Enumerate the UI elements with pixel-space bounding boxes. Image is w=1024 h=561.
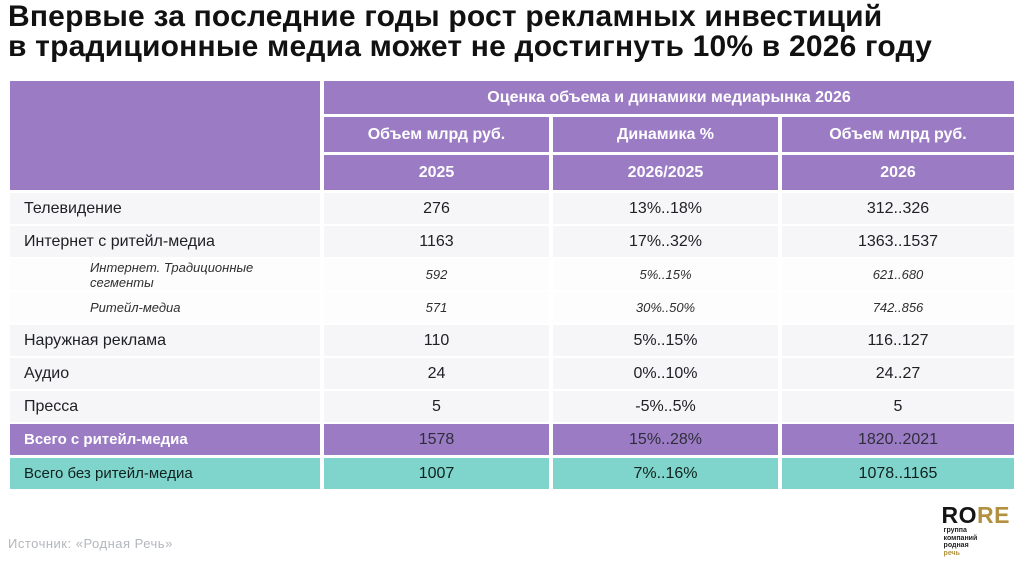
cell-dynamics: -5%..5% (553, 391, 778, 422)
row-label: Наружная реклама (10, 325, 320, 356)
logo-subtext-line: родная (943, 542, 969, 549)
cell-dynamics: 7%..16% (553, 458, 778, 489)
logo-word-gold: RE (977, 502, 1010, 528)
cell-volume-2026: 1363..1537 (782, 226, 1014, 257)
table-row: Всего с ритейл-медиа 1578 15%..28% 1820.… (10, 424, 1014, 455)
logo-wordmark: RORE (941, 502, 1010, 528)
table-row: Телевидение 276 13%..18% 312..326 (10, 193, 1014, 224)
row-label: Всего с ритейл-медиа (10, 424, 320, 455)
cell-dynamics: 5%..15% (553, 259, 778, 290)
cell-volume-2026: 24..27 (782, 358, 1014, 389)
table-row: Всего без ритейл-медиа 1007 7%..16% 1078… (10, 458, 1014, 489)
table-row: Аудио 24 0%..10% 24..27 (10, 358, 1014, 389)
col-header-volume-2026: Объем млрд руб. (782, 117, 1014, 152)
logo-word-black: RO (941, 502, 978, 528)
cell-volume-2025: 571 (324, 292, 549, 323)
corner-header-cell (10, 81, 320, 190)
row-label: Всего без ритейл-медиа (10, 458, 320, 489)
cell-volume-2026: 621..680 (782, 259, 1014, 290)
cell-dynamics: 15%..28% (553, 424, 778, 455)
table-body: Телевидение 276 13%..18% 312..326 Интерн… (10, 193, 1014, 491)
cell-volume-2025: 110 (324, 325, 549, 356)
cell-volume-2025: 276 (324, 193, 549, 224)
col-header-volume-2025: Объем млрд руб. (324, 117, 549, 152)
title-line-1: Впервые за последние годы рост рекламных… (8, 0, 883, 33)
cell-volume-2025: 1007 (324, 458, 549, 489)
cell-dynamics: 13%..18% (553, 193, 778, 224)
row-label: Интернет с ритейл-медиа (10, 226, 320, 257)
cell-dynamics: 5%..15% (553, 325, 778, 356)
logo-subtext: группа компаний родная речь (944, 527, 1010, 557)
cell-dynamics: 30%..50% (553, 292, 778, 323)
cell-volume-2025: 592 (324, 259, 549, 290)
table-row: Ритейл-медиа 571 30%..50% 742..856 (10, 292, 1014, 323)
title-line-2: в традиционные медиа может не достигнуть… (8, 30, 932, 63)
source-note: Источник: «Родная Речь» (8, 536, 173, 551)
cell-volume-2025: 5 (324, 391, 549, 422)
row-label: Ритейл-медиа (10, 292, 320, 323)
logo-subtext-line: группа (943, 527, 967, 534)
cell-volume-2026: 116..127 (782, 325, 1014, 356)
cell-dynamics: 0%..10% (553, 358, 778, 389)
cell-volume-2025: 24 (324, 358, 549, 389)
cell-volume-2026: 1820..2021 (782, 424, 1014, 455)
year-header-2026: 2026 (782, 155, 1014, 190)
table-header: Оценка объема и динамики медиарынка 2026… (10, 81, 1014, 190)
table-row: Пресса 5 -5%..5% 5 (10, 391, 1014, 422)
rore-logo: RORE группа компаний родная речь (942, 504, 1010, 557)
year-header-2026-2025: 2026/2025 (553, 155, 778, 190)
row-label: Интернет. Традиционные сегменты (10, 259, 320, 290)
cell-volume-2026: 1078..1165 (782, 458, 1014, 489)
table-row: Интернет с ритейл-медиа 1163 17%..32% 13… (10, 226, 1014, 257)
cell-volume-2025: 1578 (324, 424, 549, 455)
group-header-cell: Оценка объема и динамики медиарынка 2026 (324, 81, 1014, 114)
col-header-dynamics: Динамика % (553, 117, 778, 152)
cell-volume-2025: 1163 (324, 226, 549, 257)
row-label: Пресса (10, 391, 320, 422)
table-row: Наружная реклама 110 5%..15% 116..127 (10, 325, 1014, 356)
cell-volume-2026: 742..856 (782, 292, 1014, 323)
logo-subtext-line: компаний (943, 534, 978, 542)
logo-subtext-line: речь (943, 549, 960, 557)
cell-volume-2026: 5 (782, 391, 1014, 422)
row-label: Аудио (10, 358, 320, 389)
page-title: Впервые за последние годы рост рекламных… (8, 2, 932, 62)
cell-volume-2026: 312..326 (782, 193, 1014, 224)
cell-dynamics: 17%..32% (553, 226, 778, 257)
row-label: Телевидение (10, 193, 320, 224)
year-header-2025: 2025 (324, 155, 549, 190)
table-row: Интернет. Традиционные сегменты 592 5%..… (10, 259, 1014, 290)
